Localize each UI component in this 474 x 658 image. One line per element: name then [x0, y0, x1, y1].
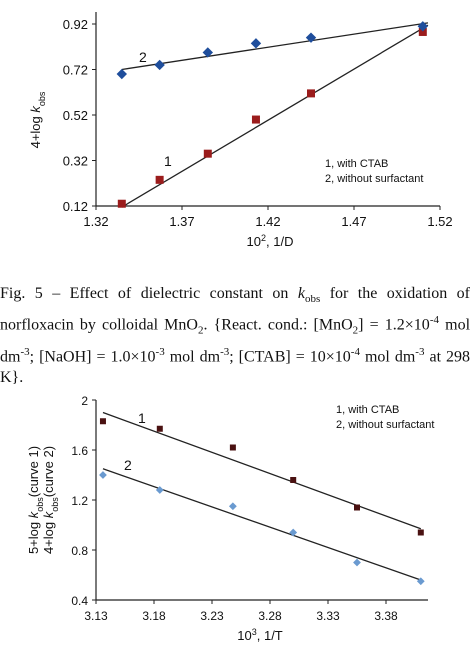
chart1-points — [116, 21, 428, 208]
fit-line-series-2 — [121, 22, 429, 71]
data-point-series-1 — [117, 199, 126, 208]
chart1-y-ticks: 0.12 0.32 0.52 0.72 0.92 — [63, 17, 96, 214]
chart1-x-axis-label: 102, 1/D — [247, 233, 294, 249]
x-tick-label: 1.32 — [83, 214, 108, 229]
data-point-series-2 — [289, 528, 298, 537]
chart1-legend-1: 1, with CTAB — [325, 158, 388, 170]
data-point-series-1 — [251, 115, 260, 124]
data-point-series-1 — [417, 529, 424, 536]
data-point-series-2 — [417, 21, 428, 32]
chart1-curve-label-1: 1 — [164, 153, 172, 169]
chart2-legend-1: 1, with CTAB — [336, 404, 399, 416]
chart1-curve-label-2: 2 — [139, 49, 147, 65]
data-point-series-2 — [250, 38, 262, 49]
data-point-series-2 — [416, 577, 425, 586]
data-point-series-2 — [305, 32, 317, 43]
fit-line-series-1 — [102, 411, 422, 530]
x-tick-label: 3.13 — [84, 609, 108, 623]
data-point-series-1 — [155, 175, 164, 184]
data-point-series-2 — [353, 558, 361, 567]
chart2-y-axis-label-1: 5+log kobs(curve 1) — [26, 446, 45, 554]
data-point-series-2 — [154, 59, 165, 71]
chart1-x-ticks: 1.32 1.37 1.42 1.47 1.52 — [83, 206, 453, 229]
x-tick-label: 3.28 — [258, 609, 282, 623]
data-point-series-1 — [156, 425, 163, 432]
y-tick-label: 0.92 — [63, 17, 88, 32]
data-point-series-2 — [228, 502, 237, 511]
chart1-fit-lines — [121, 22, 429, 208]
y-tick-label: 0.32 — [63, 154, 88, 169]
data-point-series-2 — [99, 471, 107, 479]
data-point-series-1 — [418, 27, 427, 36]
y-tick-label: 0.8 — [71, 544, 88, 558]
chart2-x-ticks: 3.13 3.18 3.23 3.28 3.33 3.38 — [84, 600, 398, 623]
chart2-x-axis-label: 103, 1/T — [237, 627, 283, 643]
data-point-series-1 — [99, 418, 106, 425]
x-tick-label: 1.52 — [427, 214, 452, 229]
data-point-series-1 — [203, 149, 212, 158]
chart2-y-axis-label-2: 4+log kobs(curve 2) — [41, 446, 60, 554]
data-point-series-1 — [354, 504, 360, 511]
y-tick-label: 0.4 — [71, 594, 88, 608]
y-tick-label: 2 — [81, 394, 88, 408]
data-point-series-2 — [202, 47, 213, 58]
x-tick-label: 3.23 — [200, 609, 224, 623]
x-tick-label: 1.37 — [169, 214, 194, 229]
x-tick-label: 1.47 — [341, 214, 366, 229]
y-tick-label: 1.6 — [71, 444, 88, 458]
x-tick-label: 3.33 — [316, 609, 340, 623]
chart-dielectric: 0.12 0.32 0.52 0.72 0.92 1.32 1.37 1.42 1.47 1.5… — [28, 12, 453, 249]
chart2-y-ticks: 0.4 0.8 1.2 1.6 2 — [71, 394, 96, 608]
chart2-plot-frame — [95, 400, 428, 601]
y-tick-label: 0.72 — [63, 63, 88, 78]
data-point-series-1 — [307, 89, 315, 98]
data-point-series-1 — [229, 444, 236, 451]
y-tick-label: 0.12 — [63, 199, 88, 214]
data-point-series-1 — [290, 477, 297, 483]
fit-line-series-2 — [102, 468, 422, 581]
chart1-legend-2: 2, without surfactant — [325, 173, 423, 185]
data-point-series-2 — [155, 486, 164, 494]
chart1-y-axis-label: 4+log kobs — [28, 91, 47, 148]
data-point-series-2 — [116, 68, 127, 80]
chart2-curve-label-2: 2 — [124, 457, 132, 473]
chart2-legend-2: 2, without surfactant — [336, 419, 434, 431]
y-tick-label: 1.2 — [71, 494, 88, 508]
x-tick-label: 3.18 — [142, 609, 166, 623]
chart2-points — [99, 418, 425, 586]
y-tick-label: 0.52 — [63, 108, 88, 123]
chart2-curve-label-1: 1 — [138, 410, 146, 426]
chart2-fit-lines — [102, 411, 422, 581]
fit-line-series-1 — [121, 24, 429, 208]
x-tick-label: 1.42 — [255, 214, 280, 229]
x-tick-label: 3.38 — [374, 609, 398, 623]
figure-caption: Fig. 5 – Effect of dielectric constant o… — [0, 285, 471, 387]
